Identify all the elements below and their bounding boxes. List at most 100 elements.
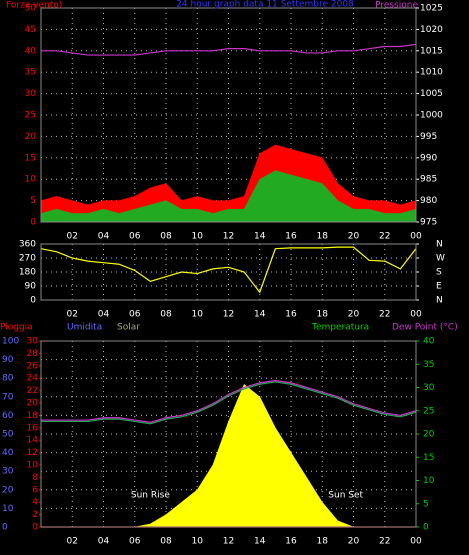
plot-frame xyxy=(40,243,417,301)
x-tick-label: 08 xyxy=(160,537,172,547)
x-tick-label: 06 xyxy=(129,310,141,320)
legend-entry: Temperatura xyxy=(311,323,369,333)
x-tick-label: 18 xyxy=(317,310,329,320)
x-tick-label: 14 xyxy=(254,310,266,320)
y3-tick-label: 16 xyxy=(27,423,39,433)
x-tick-label: 20 xyxy=(348,310,360,320)
y2-tick-label: 1010 xyxy=(420,68,443,78)
x-tick-label: 00 xyxy=(410,310,422,320)
x-tick-label: 18 xyxy=(317,232,329,242)
legend-entry: Solar xyxy=(117,323,140,333)
y-tick-label: 40 xyxy=(2,448,14,458)
y2-tick-label: N xyxy=(436,296,443,306)
line xyxy=(41,379,417,423)
x-tick-label: 16 xyxy=(285,310,297,320)
y-tick-label: 40 xyxy=(25,46,37,56)
y3-tick-label: 28 xyxy=(27,349,39,359)
x-tick-label: 10 xyxy=(192,537,204,547)
x-tick-label: 06 xyxy=(129,232,141,242)
y-tick-label: 360 xyxy=(19,240,36,250)
y-tick-label: 45 xyxy=(25,25,36,35)
annotation: Sun Set xyxy=(328,491,363,501)
y-axis-label: Forza vento) xyxy=(6,1,62,11)
x-tick-label: 04 xyxy=(98,537,110,547)
y2-tick-label: 1020 xyxy=(420,25,443,35)
y-tick-label: 0 xyxy=(30,218,36,228)
y3-tick-label: 14 xyxy=(27,436,39,446)
annotation: Sun Rise xyxy=(131,491,170,501)
y-tick-label: 35 xyxy=(25,68,36,78)
plot-frame xyxy=(40,7,417,223)
y2-tick-label: S xyxy=(436,268,442,278)
line xyxy=(41,43,417,56)
y3-tick-label: 10 xyxy=(27,461,39,471)
legend-entry: Umidita xyxy=(67,323,102,333)
y-tick-label: 20 xyxy=(25,132,37,142)
plot-frame xyxy=(40,340,417,528)
y-tick-label: 20 xyxy=(2,485,14,495)
x-tick-label: 02 xyxy=(67,310,78,320)
x-tick-label: 10 xyxy=(192,232,204,242)
x-tick-label: 06 xyxy=(129,537,141,547)
y-tick-label: 25 xyxy=(25,111,36,121)
y-tick-label: 80 xyxy=(2,374,14,384)
x-tick-label: 14 xyxy=(254,232,266,242)
y2-tick-label: 1005 xyxy=(420,89,443,99)
y2-tick-label: 990 xyxy=(420,153,437,163)
y-tick-label: 0 xyxy=(30,296,36,306)
x-tick-label: 16 xyxy=(285,232,297,242)
x-tick-label: 12 xyxy=(223,537,234,547)
chart-title: 24 hour graph data 11 Settembre 2008 xyxy=(176,0,354,10)
x-tick-label: 22 xyxy=(379,310,390,320)
y3-tick-label: 0 xyxy=(32,523,38,533)
y2-tick-label: W xyxy=(436,254,445,264)
y-tick-label: 5 xyxy=(30,196,36,206)
y3-tick-label: 6 xyxy=(32,485,38,495)
x-tick-label: 20 xyxy=(348,232,360,242)
x-tick-label: 16 xyxy=(285,537,297,547)
y-tick-label: 50 xyxy=(2,430,14,440)
x-tick-label: 22 xyxy=(379,232,390,242)
y3-tick-label: 4 xyxy=(32,498,38,508)
y2-tick-label: 980 xyxy=(420,196,437,206)
x-tick-label: 22 xyxy=(379,537,390,547)
y3-tick-label: 20 xyxy=(27,399,39,409)
x-tick-label: 02 xyxy=(67,537,78,547)
y2-tick-label: 1025 xyxy=(420,4,443,14)
y2-tick-label: 40 xyxy=(423,337,435,347)
y-tick-label: 30 xyxy=(25,89,37,99)
x-tick-label: 12 xyxy=(223,232,234,242)
y3-tick-label: 24 xyxy=(27,374,39,384)
y2-tick-label: 5 xyxy=(423,499,429,509)
y2-axis-label: Pressione xyxy=(375,1,418,11)
x-tick-label: 12 xyxy=(223,310,234,320)
y2-tick-label: 995 xyxy=(420,132,437,142)
x-tick-label: 00 xyxy=(410,537,422,547)
y2-tick-label: E xyxy=(436,282,442,292)
y-tick-label: 270 xyxy=(19,254,36,264)
y-tick-label: 180 xyxy=(19,268,36,278)
x-tick-label: 00 xyxy=(410,232,422,242)
y3-tick-label: 26 xyxy=(27,361,39,371)
y-tick-label: 90 xyxy=(2,355,14,365)
y3-tick-label: 18 xyxy=(27,411,39,421)
legend-entry: Pioggia xyxy=(0,323,33,333)
y3-tick-label: 30 xyxy=(27,337,39,347)
x-tick-label: 08 xyxy=(160,232,172,242)
x-tick-label: 20 xyxy=(348,537,360,547)
area xyxy=(40,170,417,223)
line xyxy=(40,246,417,294)
y-tick-label: 0 xyxy=(2,523,8,533)
y2-tick-label: 30 xyxy=(423,383,435,393)
x-tick-label: 18 xyxy=(317,537,329,547)
x-tick-label: 10 xyxy=(192,310,204,320)
y-tick-label: 100 xyxy=(2,337,19,347)
y-tick-label: 10 xyxy=(25,175,37,185)
y2-tick-label: 25 xyxy=(423,406,434,416)
x-tick-label: 02 xyxy=(67,232,78,242)
y2-tick-label: 20 xyxy=(423,430,435,440)
y-tick-label: 70 xyxy=(2,392,14,402)
y2-tick-label: 1000 xyxy=(420,111,443,121)
